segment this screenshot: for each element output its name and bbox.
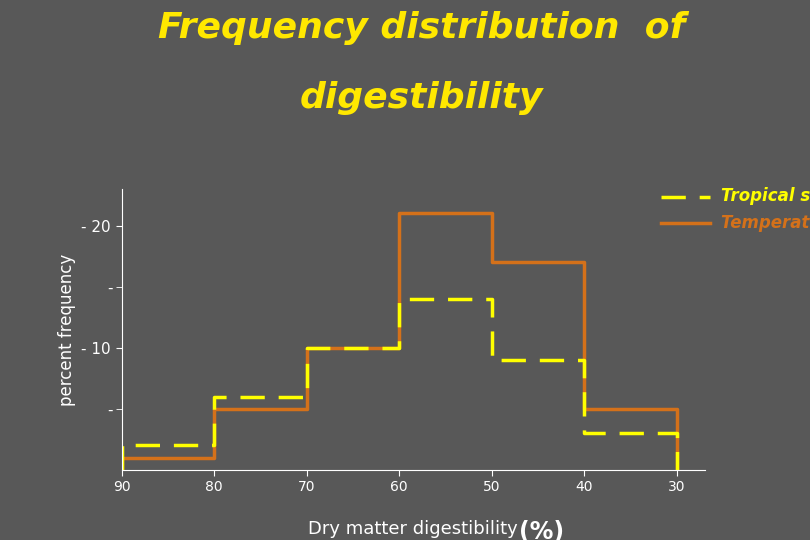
Text: (%): (%) [519, 521, 564, 540]
Text: Frequency distribution  of: Frequency distribution of [157, 11, 685, 45]
Text: digestibility: digestibility [300, 81, 543, 115]
Text: Dry matter digestibility: Dry matter digestibility [309, 521, 518, 538]
Legend: Tropical species, Temperate species: Tropical species, Temperate species [656, 182, 810, 238]
Y-axis label: percent frequency: percent frequency [58, 253, 76, 406]
